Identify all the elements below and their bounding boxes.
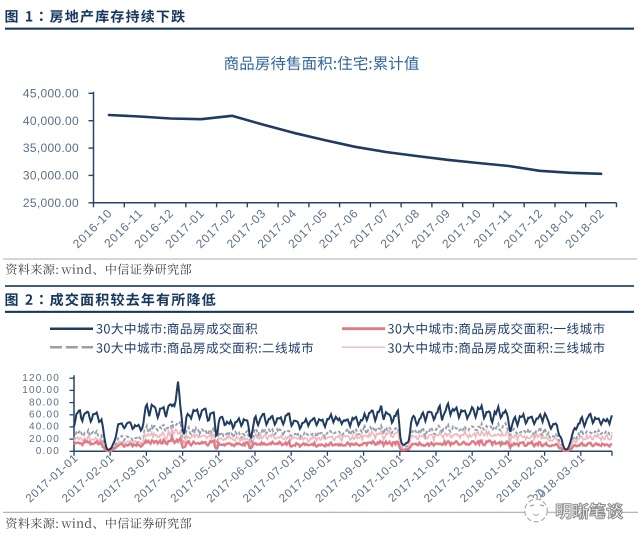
svg-text:100.00: 100.00 bbox=[22, 385, 60, 396]
svg-text:120.00: 120.00 bbox=[22, 373, 60, 384]
svg-text:40,000.00: 40,000.00 bbox=[23, 114, 79, 128]
svg-text:40.00: 40.00 bbox=[29, 422, 60, 433]
svg-text:45,000.00: 45,000.00 bbox=[23, 87, 79, 101]
svg-text:30,000.00: 30,000.00 bbox=[23, 169, 79, 183]
svg-text:35,000.00: 35,000.00 bbox=[23, 141, 79, 155]
svg-text:20.00: 20.00 bbox=[29, 434, 60, 445]
svg-text:0.00: 0.00 bbox=[36, 446, 60, 457]
svg-text:25,000.00: 25,000.00 bbox=[23, 196, 79, 210]
svg-text:60.00: 60.00 bbox=[29, 410, 60, 421]
svg-text:80.00: 80.00 bbox=[29, 397, 60, 408]
